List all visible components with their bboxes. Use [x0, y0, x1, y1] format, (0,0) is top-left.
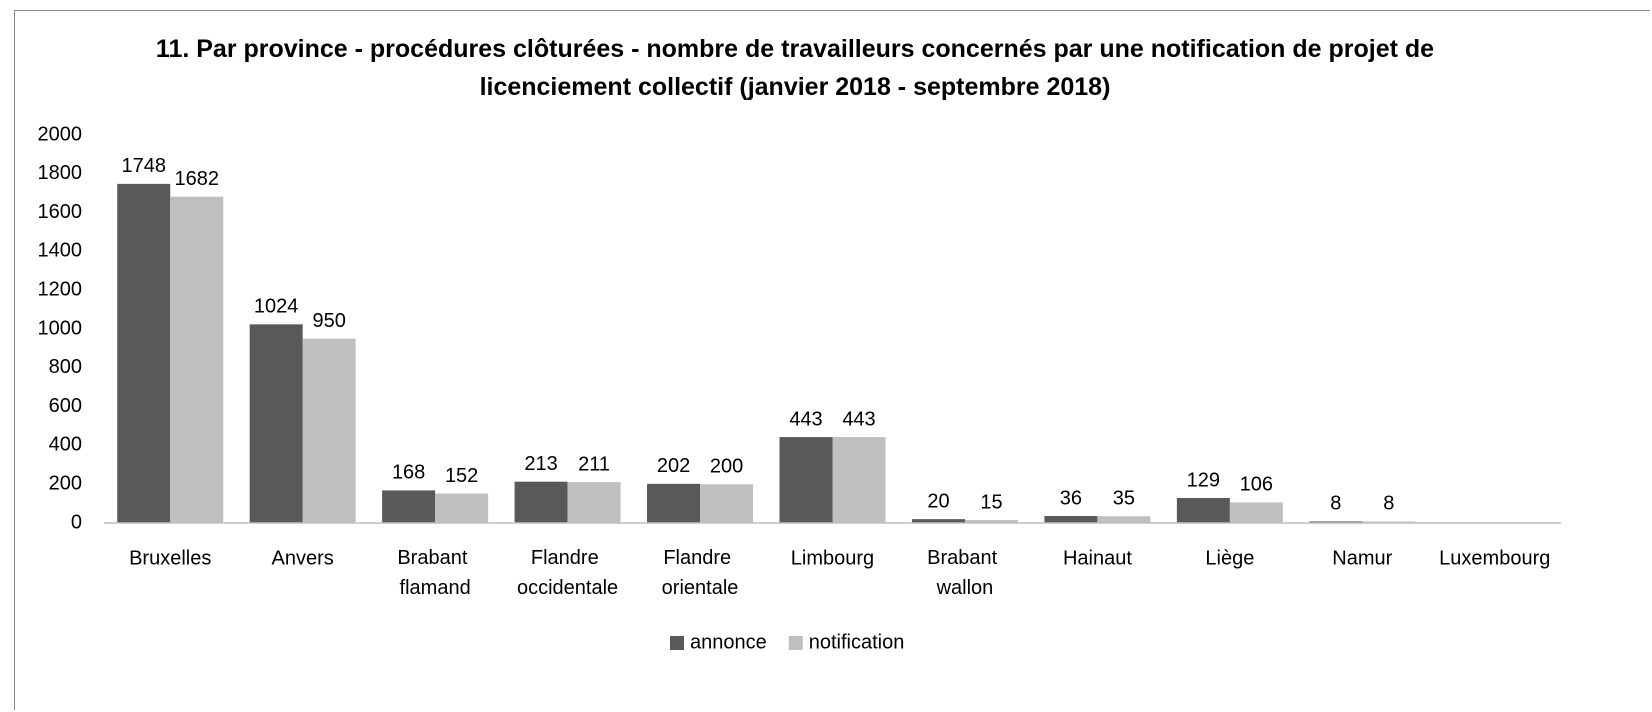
bar — [567, 482, 621, 523]
data-label: 35 — [1113, 487, 1135, 509]
data-label: 20 — [927, 490, 949, 512]
legend-swatch — [670, 636, 684, 650]
data-label: 200 — [710, 455, 743, 477]
bar — [249, 324, 303, 523]
y-tick-label: 1800 — [38, 162, 83, 184]
bar — [700, 484, 754, 523]
y-tick-label: 0 — [71, 511, 82, 533]
data-label: 213 — [524, 453, 557, 475]
bar — [832, 437, 886, 523]
y-tick-label: 200 — [49, 472, 82, 494]
data-label: 15 — [980, 491, 1002, 513]
x-tick-label: Brabant wallon — [927, 547, 1003, 599]
chart-title: 11. Par province - procédures clôturées … — [155, 35, 1435, 101]
bar — [911, 519, 965, 523]
bar — [117, 183, 171, 523]
y-tick-label: 1200 — [38, 278, 83, 300]
bar — [1097, 516, 1151, 523]
legend-label: annonce — [690, 631, 767, 653]
bar — [964, 520, 1018, 523]
data-label: 211 — [578, 453, 610, 475]
bar — [1176, 497, 1230, 523]
y-tick-label: 600 — [49, 395, 82, 417]
bar — [435, 493, 489, 523]
data-label: 443 — [789, 408, 822, 430]
bar — [382, 490, 436, 523]
x-tick-label: Brabant flamand — [397, 547, 473, 599]
data-label: 168 — [392, 462, 425, 484]
data-label: 106 — [1240, 474, 1273, 496]
bar — [779, 437, 833, 523]
data-label: 1748 — [121, 155, 166, 177]
legend-swatch — [788, 636, 803, 650]
x-tick-label: Anvers — [272, 547, 334, 569]
data-label: 129 — [1187, 469, 1220, 491]
x-tick-label: Namur — [1332, 547, 1392, 569]
data-label: 443 — [842, 408, 875, 430]
x-tick-label: Limbourg — [791, 547, 874, 569]
x-tick-label: Luxembourg — [1439, 547, 1550, 569]
chart-frame — [14, 10, 1650, 710]
data-label: 202 — [657, 455, 690, 477]
legend-label: notification — [809, 631, 905, 653]
data-label: 36 — [1060, 487, 1082, 509]
bar — [647, 483, 701, 523]
bar — [1229, 502, 1283, 523]
x-tick-label: Bruxelles — [129, 547, 211, 569]
y-tick-label: 2000 — [38, 123, 83, 145]
y-tick-label: 800 — [49, 356, 82, 378]
x-tick-label: Flandre occidentale — [517, 547, 618, 599]
data-label: 1682 — [174, 168, 219, 190]
data-label: 950 — [312, 310, 345, 332]
x-tick-label: Liège — [1205, 547, 1254, 569]
x-tick-label: Flandre orientale — [662, 547, 739, 599]
y-tick-label: 1400 — [38, 240, 83, 262]
data-label: 1024 — [254, 296, 299, 318]
y-tick-label: 1000 — [38, 317, 83, 339]
bar — [1362, 521, 1416, 523]
y-tick-label: 400 — [49, 434, 82, 456]
y-tick-label: 1600 — [38, 201, 83, 223]
bar — [302, 338, 356, 523]
x-tick-label: Hainaut — [1063, 547, 1132, 569]
data-label: 152 — [445, 465, 478, 487]
bar — [1044, 516, 1098, 523]
data-label: 8 — [1383, 493, 1394, 515]
bar — [170, 196, 224, 523]
bar — [514, 481, 568, 523]
data-label: 8 — [1330, 493, 1341, 515]
bar — [1309, 521, 1363, 523]
